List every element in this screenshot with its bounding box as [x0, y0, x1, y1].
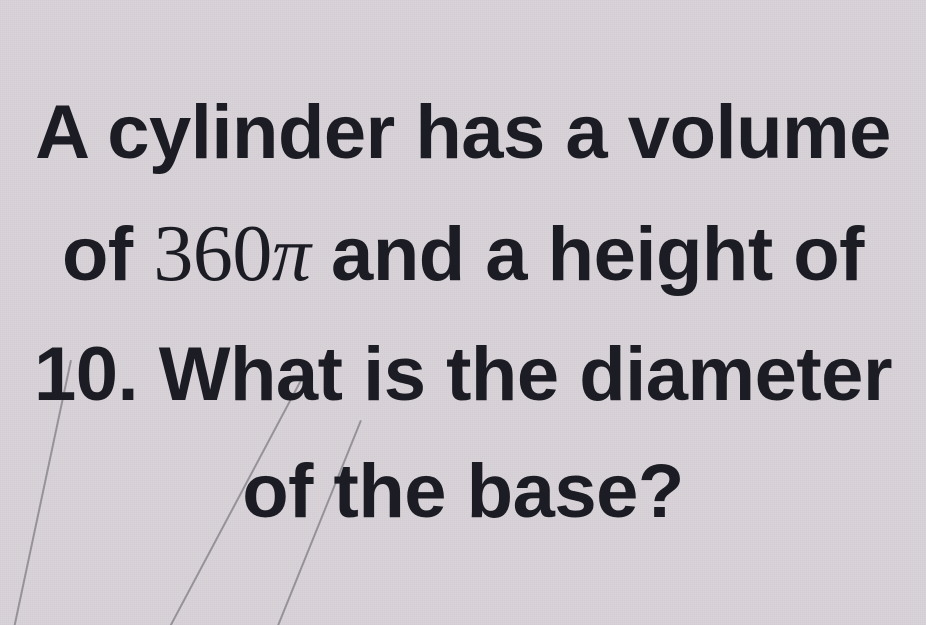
math-question: A cylinder has a volume of 360π and a he…: [0, 74, 926, 551]
pi-symbol: π: [272, 210, 311, 297]
volume-number: 360: [153, 210, 272, 298]
